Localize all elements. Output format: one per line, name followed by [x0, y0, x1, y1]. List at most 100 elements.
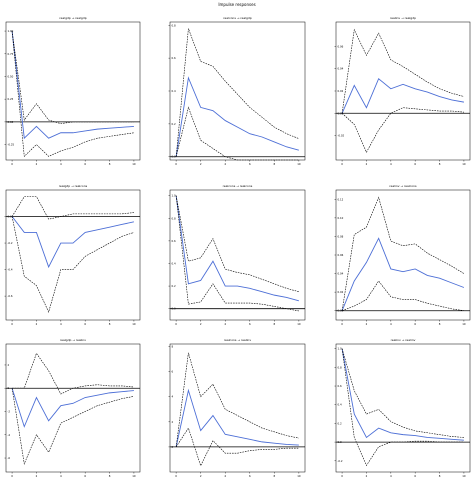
y-tick-label: 0.6 [172, 239, 176, 243]
x-tick-label: 10 [462, 474, 466, 478]
x-tick-label: 2 [366, 474, 368, 478]
y-tick-label: 0.2 [172, 122, 176, 126]
x-tick-label: 6 [249, 474, 251, 478]
subplot-1: realgdp → realgdp 1.00 0.75 0.50 0.25 0.00 -0.… [4, 16, 141, 166]
subplot-6: realinv → realcons 0.12 0.10 0.08 0.06 0.04 0.… [334, 184, 471, 326]
y-tick-label: 0.4 [172, 261, 176, 265]
x-tick-label: 10 [297, 322, 301, 326]
impulse-response-line [175, 388, 299, 447]
y-tick-label: 0.25 [8, 97, 14, 101]
y-tick-label: 0.04 [338, 272, 344, 276]
x-tick-label: 2 [200, 162, 202, 166]
y-tick-label: 0.02 [338, 89, 344, 93]
subplot-4: realgdp → realcons 0.0 -0.2 -0.4 -0.6 0 2 4 6 8 10 [4, 184, 141, 326]
subplot-title: realinv → realinv [391, 338, 416, 342]
impulse-response-line [341, 78, 464, 114]
x-tick-label: 2 [36, 162, 38, 166]
plot-frame [335, 189, 471, 321]
y-tick-label: 0.08 [338, 234, 344, 238]
x-tick-label: 8 [109, 162, 111, 166]
subplot-title: realcons → realinv [224, 338, 251, 342]
x-tick-label: 4 [60, 322, 62, 326]
confidence-band-line [341, 28, 464, 114]
x-tick-label: 0 [11, 162, 13, 166]
x-tick-label: 8 [109, 322, 111, 326]
y-tick-label: 0.4 [338, 403, 342, 407]
impulse-response-line [341, 237, 465, 311]
y-tick-label: 0.4 [172, 89, 176, 93]
y-tick-label: 0.06 [338, 44, 344, 48]
y-tick-label: 8 [172, 345, 174, 349]
y-tick-label: 0.6 [338, 384, 342, 388]
x-tick-label: 8 [439, 474, 441, 478]
subplot-title: realcons → realgdp [223, 16, 252, 20]
confidence-band-line [341, 107, 464, 153]
y-tick-label: 0.12 [338, 197, 344, 201]
plot-frame [5, 21, 141, 161]
confidence-band-line [11, 31, 134, 124]
x-tick-label: 0 [341, 162, 343, 166]
x-tick-label: 8 [109, 474, 111, 478]
confidence-band-line [341, 196, 465, 311]
impulse-response-line [175, 195, 299, 302]
x-tick-label: 4 [224, 474, 226, 478]
confidence-band-line [175, 352, 299, 447]
subplot-3: realinv → realgdp 0.06 0.04 0.02 0.00 -0.02 0 2… [334, 16, 471, 166]
x-tick-label: 10 [462, 162, 466, 166]
x-tick-label: 0 [11, 322, 13, 326]
y-tick-label: -0.02 [338, 134, 345, 138]
x-tick-label: 8 [273, 162, 275, 166]
confidence-band-line [11, 388, 134, 465]
confidence-band-line [341, 348, 464, 438]
x-tick-label: 8 [439, 162, 441, 166]
x-tick-label: 0 [341, 322, 343, 326]
y-tick-label: 2 [172, 420, 174, 424]
confidence-band-line [175, 195, 299, 312]
confidence-band-line [11, 31, 134, 158]
x-tick-label: 0 [11, 474, 13, 478]
x-tick-label: 10 [132, 322, 136, 326]
x-tick-label: 4 [224, 322, 226, 326]
y-tick-label: 0.06 [338, 253, 344, 257]
x-tick-label: 2 [36, 474, 38, 478]
impulse-response-line [175, 76, 299, 157]
y-tick-label: 0.00 [8, 120, 14, 124]
plot-frame [5, 189, 141, 321]
y-tick-label: 0.00 [338, 309, 344, 313]
x-tick-label: 4 [390, 474, 392, 478]
x-tick-label: 2 [200, 322, 202, 326]
subplot-2: realcons → realgdp 0.0 0.2 0.4 0.6 0.8 0 2 4 6 8 10 [168, 16, 306, 166]
impulse-response-line [11, 216, 135, 269]
y-tick-label: 0.2 [172, 284, 176, 288]
x-tick-label: 2 [200, 474, 202, 478]
y-tick-label: 0.0 [172, 307, 176, 311]
y-tick-label: 0.8 [338, 365, 342, 369]
subplot-title: realinv → realgdp [390, 16, 416, 20]
x-tick-label: 4 [390, 322, 392, 326]
y-tick-label: 0 [8, 386, 10, 390]
confidence-band-line [175, 28, 299, 157]
y-tick-label: 0.6 [172, 56, 176, 60]
y-tick-label: 4 [172, 395, 174, 399]
y-tick-label: 2 [8, 363, 10, 367]
impulse-response-line [341, 348, 464, 441]
plot-frame [169, 21, 306, 161]
subplot-title: realcons → realcons [223, 184, 253, 188]
x-tick-label: 6 [414, 322, 416, 326]
y-tick-label: -0.2 [338, 459, 343, 463]
subplot-9: realinv → realinv 1.0 0.8 0.6 0.4 0.2 0.0 -0.2 0… [334, 338, 471, 478]
subplot-title: realinv → realcons [389, 184, 417, 188]
x-tick-label: 4 [390, 162, 392, 166]
x-tick-label: 10 [132, 162, 136, 166]
y-tick-label: 1.0 [172, 194, 176, 198]
subplot-title: realgdp → realinv [60, 338, 86, 342]
plot-frame [335, 343, 471, 473]
impulse-response-line [11, 388, 134, 428]
confidence-band-line [341, 280, 464, 312]
x-tick-label: 6 [84, 322, 86, 326]
subplot-title: realgdp → realgdp [59, 16, 86, 20]
x-tick-label: 10 [462, 322, 466, 326]
x-tick-label: 10 [297, 162, 301, 166]
y-tick-label: 0.10 [338, 216, 344, 220]
